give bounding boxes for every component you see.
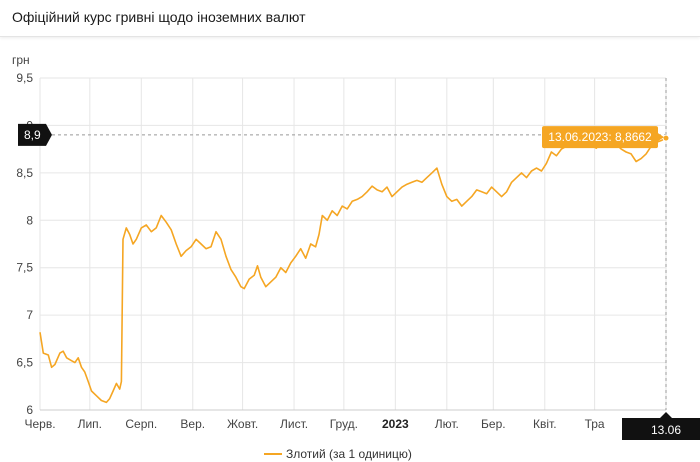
x-tick-label: Квіт.	[533, 417, 557, 431]
x-tick-label: Жовт.	[227, 417, 258, 431]
x-tick-label: Вер.	[180, 417, 205, 431]
y-crosshair-flag	[18, 123, 52, 146]
legend[interactable]: Злотий (за 1 одиницю)	[264, 447, 412, 461]
x-tick-label: Серп.	[125, 417, 157, 431]
x-crosshair-flag	[622, 412, 700, 440]
x-tick-label: Бер.	[481, 417, 506, 431]
x-tick-label: Черв.	[24, 417, 55, 431]
legend-label: Злотий (за 1 одиницю)	[286, 447, 412, 461]
tooltip-text: 13.06.2023: 8,8662	[548, 130, 652, 144]
x-tick-label: Лют.	[435, 417, 459, 431]
y-crosshair-label: 8,9	[24, 128, 41, 142]
y-tick-label: 7,5	[16, 261, 33, 275]
series-layer[interactable]	[39, 136, 667, 404]
y-axis-unit-label: грн	[12, 53, 30, 67]
x-axis: Черв. Лип. Серп. Вер. Жовт. Лист. Груд. 2023 Лют…	[24, 409, 666, 431]
hover-annotations: 8,9 13.06.2023: 8,8662 13.06	[18, 78, 700, 440]
y-tick-label: 8	[26, 213, 33, 227]
tooltip-pointer	[658, 133, 664, 142]
y-tick-label: 6	[26, 403, 33, 417]
chart-header: Офіційний курс гривні щодо іноземних вал…	[0, 0, 700, 37]
x-tick-label: Тра	[585, 417, 605, 431]
x-crosshair-label: 13.06	[651, 423, 681, 437]
series-line-zloty[interactable]	[39, 136, 667, 404]
x-tick-label: 2023	[382, 417, 409, 431]
x-tick-label: Лип.	[78, 417, 102, 431]
x-tick-label: Груд.	[330, 417, 358, 431]
y-tick-label: 7	[26, 308, 33, 322]
hover-point-marker	[662, 134, 670, 142]
tooltip-box	[542, 126, 658, 149]
page-title: Офіційний курс гривні щодо іноземних вал…	[12, 9, 306, 25]
y-tick-label: 9,5	[16, 71, 33, 85]
x-tick-label: Лист.	[280, 417, 308, 431]
y-tick-label: 8,5	[16, 166, 33, 180]
y-tick-label: 6,5	[16, 356, 33, 370]
